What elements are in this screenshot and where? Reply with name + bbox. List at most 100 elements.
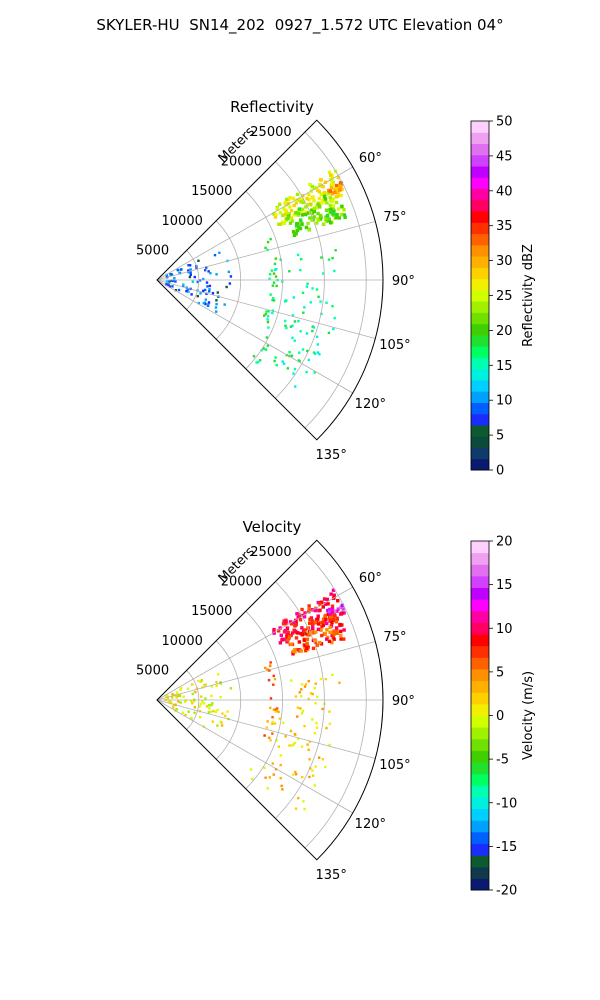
echo-gate <box>339 185 343 189</box>
echo-gate <box>179 687 183 690</box>
echo-gate <box>189 273 192 276</box>
echo-gate <box>320 633 324 638</box>
azimuth-tick-label: 120° <box>355 817 386 832</box>
echo-gate <box>181 284 185 288</box>
azimuth-tick-label: 105° <box>379 338 410 353</box>
echo-gate <box>314 630 318 634</box>
echo-gate <box>266 248 269 252</box>
echo-gate <box>274 768 278 771</box>
echo-gate <box>264 312 267 316</box>
echo-gate <box>288 195 292 200</box>
echo-gate <box>307 228 312 232</box>
echo-gate <box>325 219 329 223</box>
echo-gate <box>336 599 340 603</box>
echo-gate <box>184 713 187 717</box>
echo-gate <box>285 638 290 642</box>
echo-gate <box>271 311 274 315</box>
echo-gate <box>309 692 313 695</box>
echo-gate <box>313 784 316 787</box>
echo-gate <box>275 739 278 742</box>
echo-gate <box>313 620 318 624</box>
echo-gate <box>209 271 212 275</box>
echo-gate <box>328 195 332 200</box>
echo-gate <box>276 629 281 633</box>
echo-gate <box>282 221 287 225</box>
echo-gate <box>331 305 334 308</box>
echo-gate <box>335 631 339 635</box>
echo-gate <box>225 285 228 289</box>
echo-gate <box>297 319 300 323</box>
echo-gate <box>326 612 331 616</box>
echo-gate <box>331 617 336 622</box>
echo-gate <box>306 626 310 630</box>
echo-gate <box>201 686 204 689</box>
echo-gate <box>321 620 325 625</box>
echo-gate <box>330 604 335 608</box>
echo-gate <box>212 709 215 713</box>
echo-gate <box>321 617 326 621</box>
echo-gate <box>304 683 308 686</box>
echo-gate <box>166 696 170 700</box>
azimuth-gridline <box>156 641 376 701</box>
echo-gate <box>224 714 227 718</box>
echo-gate <box>262 314 266 317</box>
echo-gate <box>215 310 218 313</box>
echo-gate <box>215 684 218 688</box>
echo-gate <box>326 608 330 613</box>
echo-gate <box>170 279 173 282</box>
echo-gate <box>323 180 328 184</box>
echo-gate <box>332 327 335 331</box>
echo-gate <box>274 356 277 359</box>
echo-gate <box>305 332 309 335</box>
echo-gate <box>289 633 293 638</box>
echo-gate <box>310 211 315 215</box>
echo-gate <box>204 697 207 700</box>
echo-gate <box>203 268 207 272</box>
colorbar-segment <box>471 402 489 415</box>
colorbar-tick-label: -15 <box>496 840 517 855</box>
echo-gate <box>226 710 229 713</box>
echo-gate <box>294 224 299 228</box>
range-tick-label: 25000 <box>250 545 291 560</box>
echo-gate <box>278 641 283 645</box>
reflectivity-panel: 5000 10000 15000 20000 25000 60° 75° 90° 105° 120… <box>136 98 536 479</box>
echo-gate <box>277 745 281 748</box>
colorbar-segment <box>471 312 489 325</box>
echo-gate <box>307 680 310 683</box>
colorbar-segment <box>471 541 489 554</box>
echo-gate <box>329 614 334 618</box>
echo-gate <box>285 640 289 644</box>
echo-gate <box>271 762 275 765</box>
colorbar-segment <box>471 267 489 280</box>
echo-gate <box>265 726 269 729</box>
echo-gate <box>282 721 285 725</box>
echo-gate <box>207 270 210 273</box>
echo-gate <box>300 222 304 227</box>
echo-gate <box>305 285 309 288</box>
reflectivity-panel-title: Reflectivity <box>230 98 314 116</box>
echo-gate <box>281 622 286 626</box>
echo-gate <box>287 635 291 639</box>
echo-gate <box>299 330 302 333</box>
echo-gate <box>319 642 324 646</box>
echo-gate <box>305 637 310 641</box>
echo-gate <box>170 701 173 705</box>
echo-gate <box>317 196 322 201</box>
azimuth-tick-label: 135° <box>316 448 347 463</box>
echo-gate <box>202 702 206 705</box>
echo-gate <box>324 208 329 212</box>
echo-gate <box>210 694 213 698</box>
echo-gate <box>211 720 215 723</box>
echo-gate <box>216 708 219 712</box>
colorbar-segment <box>471 289 489 302</box>
colorbar-segment <box>471 244 489 257</box>
echo-gate <box>293 320 297 323</box>
echo-gate <box>298 359 301 363</box>
echo-gate <box>325 621 329 626</box>
echo-gate <box>274 275 278 278</box>
echo-gate <box>229 275 233 278</box>
echo-gate <box>316 600 320 605</box>
echo-gate <box>278 202 282 207</box>
echo-gate <box>272 627 276 632</box>
colorbar-segment <box>471 413 489 426</box>
